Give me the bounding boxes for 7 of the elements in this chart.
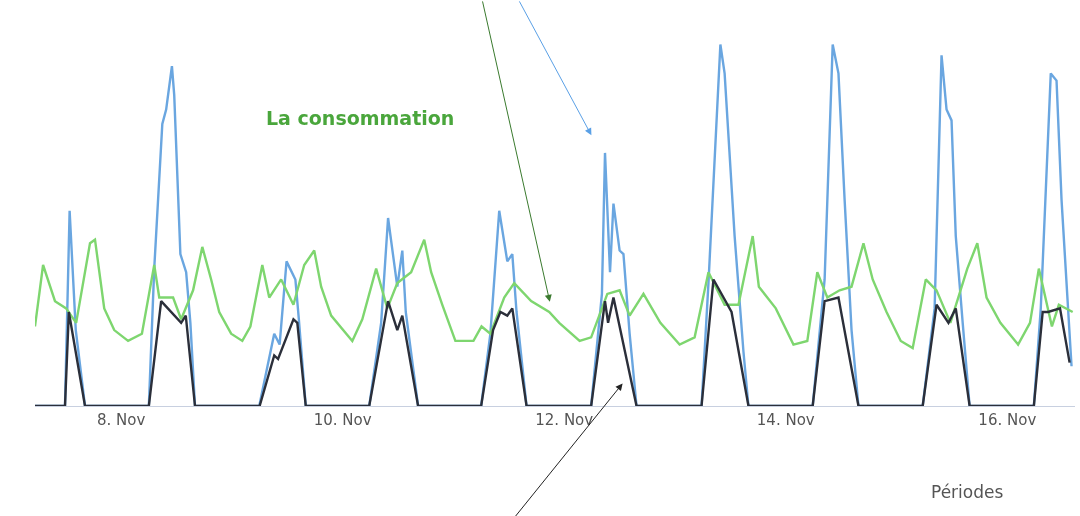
annotation: La consommation xyxy=(266,107,455,129)
x-tick-label: 14. Nov xyxy=(756,411,815,429)
x-tick-label: 10. Nov xyxy=(313,411,372,429)
x-tick-label: 8. Nov xyxy=(96,411,146,429)
x-tick-label: 16. Nov xyxy=(978,411,1037,429)
x-tick-label: 12. Nov xyxy=(535,411,594,429)
x-axis-title: Périodes xyxy=(931,482,1004,502)
